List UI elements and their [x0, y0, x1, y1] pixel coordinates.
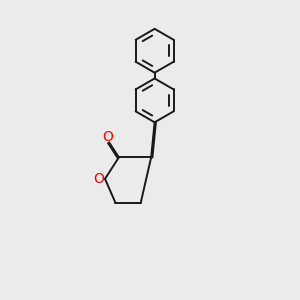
Text: O: O: [103, 130, 113, 144]
Text: O: O: [93, 172, 104, 186]
